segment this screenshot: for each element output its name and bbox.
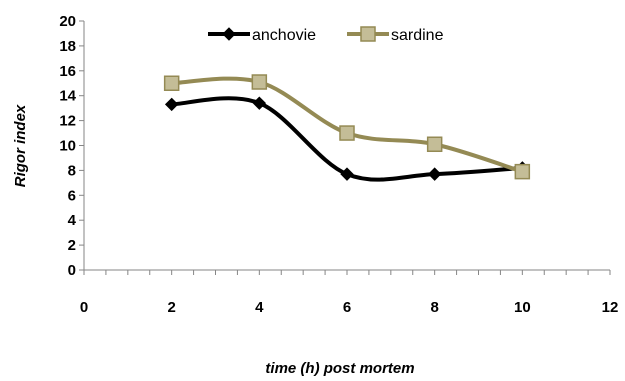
legend-label-sardine: sardine <box>391 27 444 44</box>
legend-marker-anchovie <box>222 27 236 41</box>
data-point-sardine <box>426 136 443 153</box>
y-tick-label: 16 <box>59 63 76 80</box>
y-tick-label: 14 <box>59 88 76 105</box>
legend: anchovie sardine <box>208 26 444 44</box>
y-tick-label: 0 <box>68 262 76 279</box>
data-point-anchovie <box>340 167 354 181</box>
legend-label-anchovie: anchovie <box>252 27 316 44</box>
x-axis-title: time (h) post mortem <box>265 360 414 377</box>
axes <box>83 21 610 271</box>
y-tick-label: 8 <box>68 162 76 179</box>
ticks: 0 2 4 6 8 10 12 14 16 18 20 0 2 4 6 8 10 12 <box>59 13 618 316</box>
y-tick-label: 2 <box>68 237 76 254</box>
y-tick-label: 4 <box>68 212 77 229</box>
data-point-sardine <box>514 163 531 180</box>
x-tick-label: 4 <box>255 299 264 316</box>
x-tick-label: 10 <box>514 299 531 316</box>
series-sardine <box>163 74 531 180</box>
data-point-sardine <box>251 74 268 90</box>
y-tick-label: 18 <box>59 38 76 55</box>
series-layer <box>163 74 531 182</box>
x-tick-label: 8 <box>430 299 438 316</box>
legend-marker-sardine <box>360 26 376 42</box>
x-tick-label: 2 <box>167 299 175 316</box>
x-tick-label: 12 <box>602 299 619 316</box>
y-tick-label: 12 <box>59 113 76 130</box>
y-tick-label: 20 <box>59 13 76 30</box>
series-line-sardine <box>171 76 523 174</box>
y-tick-label: 6 <box>68 187 76 204</box>
data-point-anchovie <box>427 167 442 181</box>
data-point-sardine <box>163 75 180 91</box>
x-tick-label: 0 <box>80 299 88 316</box>
data-point-anchovie <box>252 96 267 110</box>
y-axis-title: Rigor index <box>12 104 29 187</box>
data-point-sardine <box>339 125 355 141</box>
legend-item-anchovie: anchovie <box>208 27 316 44</box>
y-tick-label: 10 <box>59 138 76 155</box>
x-tick-label: 6 <box>343 299 351 316</box>
legend-item-sardine: sardine <box>347 26 444 44</box>
data-point-anchovie <box>164 97 179 112</box>
